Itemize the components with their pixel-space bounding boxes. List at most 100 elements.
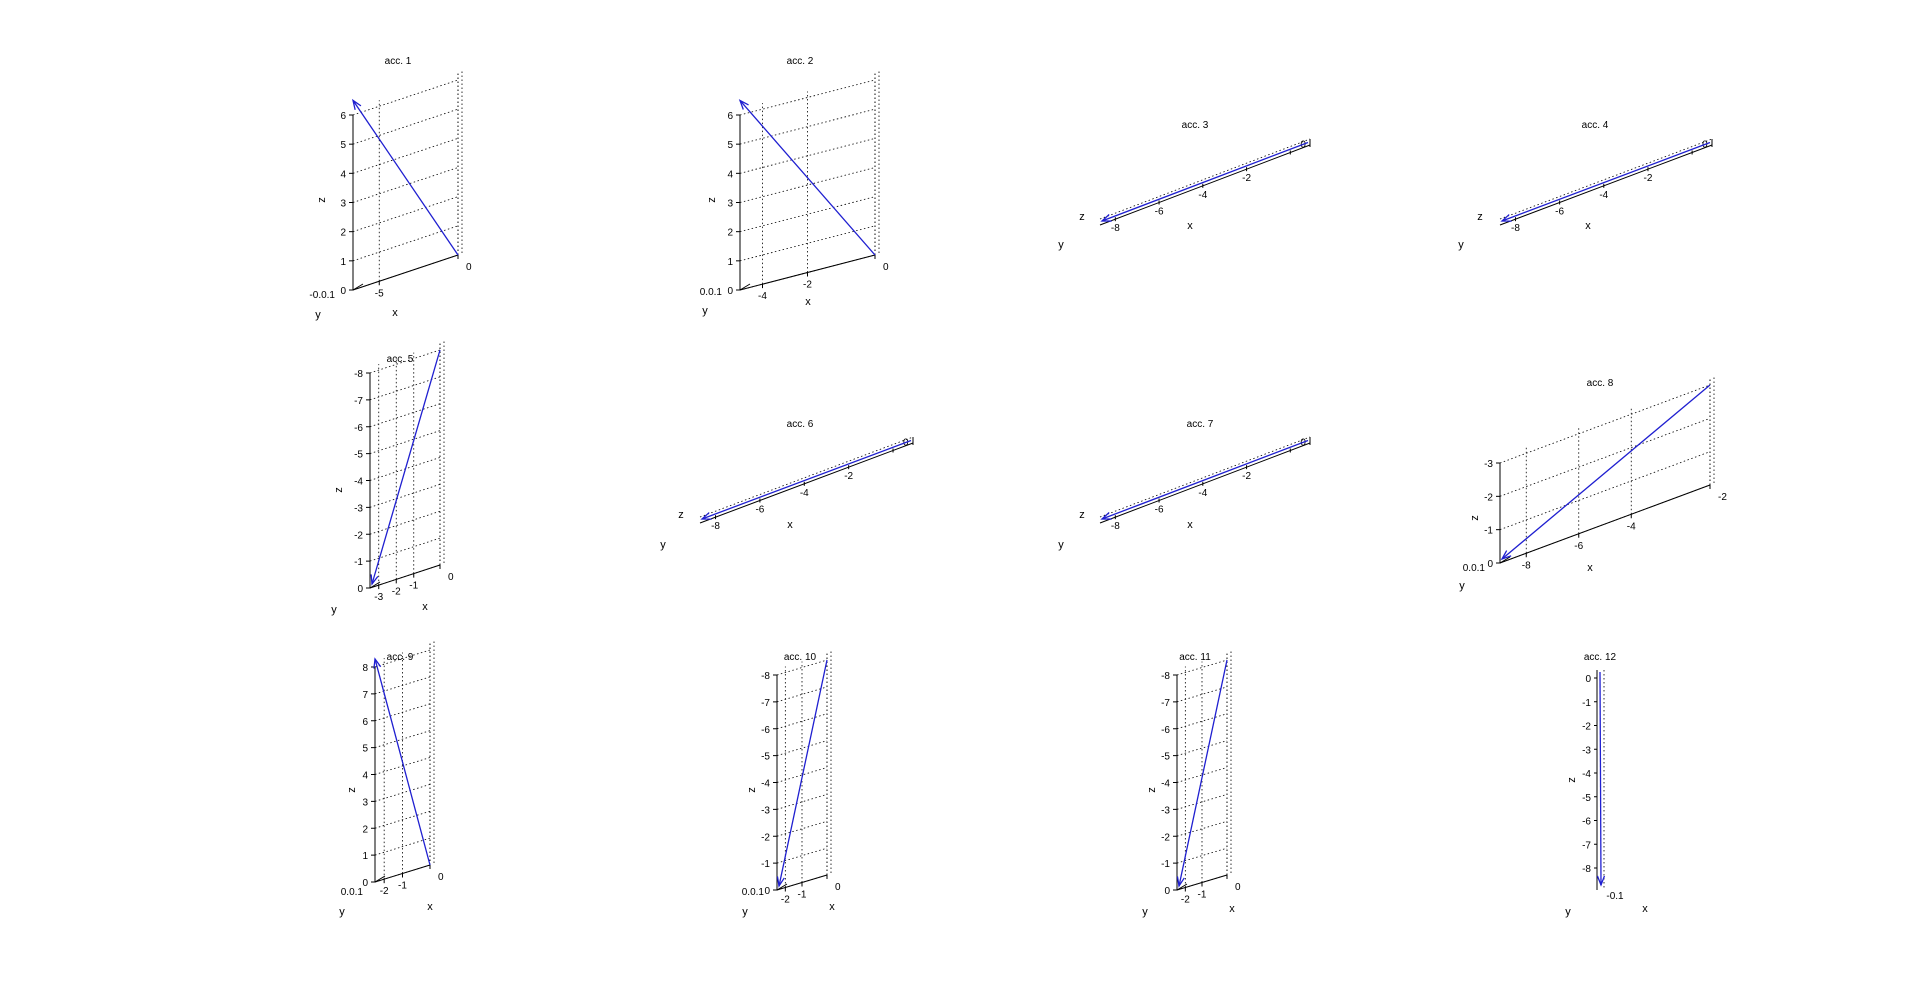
vector-arrowhead	[351, 98, 362, 110]
acceleration-vector	[778, 659, 828, 887]
z-tick-label: 0	[1164, 886, 1170, 897]
y-tick-cluster: 0.0.1	[1463, 563, 1486, 574]
vector-arrowhead	[776, 876, 785, 888]
z-tick-label: -2	[1484, 492, 1493, 503]
x-tick-label: -4	[758, 291, 767, 302]
z-tick-label: 3	[362, 797, 368, 808]
x-tick-label: 0	[835, 882, 841, 893]
z-axis-label: z	[333, 487, 345, 493]
x-axis-line	[1099, 144, 1311, 226]
x-axis-label: x	[1585, 220, 1591, 232]
y-axis-label: y	[1459, 580, 1465, 592]
grid-line	[739, 167, 876, 203]
z-tick-label: -1	[1582, 698, 1591, 709]
subplot-title: acc. 5	[387, 354, 414, 365]
x-axis-label: x	[829, 901, 835, 913]
acceleration-vector	[1599, 671, 1602, 886]
x-axis-label: x	[805, 296, 811, 308]
y-axis-label: y	[331, 604, 337, 616]
x-tick-label: -0.1	[1606, 891, 1624, 902]
z-tick-label: 2	[727, 228, 733, 239]
x-tick-label: -1	[1198, 890, 1207, 901]
acceleration-vector	[701, 439, 912, 520]
grid-line	[369, 376, 441, 401]
x-tick-label: -6	[1155, 505, 1164, 516]
z-tick-label: 1	[727, 257, 733, 268]
x-tick-label: -2	[844, 471, 853, 482]
subplot-title: acc. 1	[385, 56, 412, 67]
grid-line	[699, 436, 914, 518]
x-tick-label: -6	[1574, 541, 1583, 552]
y-axis-line	[374, 875, 386, 883]
grid-line	[352, 108, 459, 145]
grid-line	[1499, 417, 1711, 497]
grid-line	[1176, 659, 1228, 676]
z-tick-label: -4	[1161, 779, 1170, 790]
z-tick-label: 3	[340, 199, 346, 210]
grid-line	[776, 820, 828, 837]
z-tick-label: -2	[761, 832, 770, 843]
vector-arrowhead	[1100, 214, 1112, 222]
z-tick-label: 0	[357, 584, 363, 595]
x-tick-label: 0	[466, 262, 472, 273]
y-tick-cluster: 0.0.1	[700, 287, 723, 298]
subplot-title: acc. 12	[1584, 652, 1617, 663]
subplot-title: acc. 6	[787, 419, 814, 430]
grid-line	[369, 430, 441, 455]
grid-line	[352, 254, 459, 291]
x-tick-label: -1	[798, 890, 807, 901]
subplot-9: acc. 9 0 1 2 3 4 5 6 7 8 -2 -1 0 x y z 0.0.1	[339, 640, 444, 918]
z-tick-label: -3	[1484, 459, 1493, 470]
x-tick-label: -4	[1198, 488, 1207, 499]
vector-arrowhead	[1500, 550, 1512, 561]
vector-arrowhead	[1176, 876, 1185, 888]
x-tick-label: -2	[1718, 492, 1727, 503]
z-tick-label: 0	[764, 886, 770, 897]
y-axis-label: y	[339, 906, 345, 918]
z-tick-label: -1	[1161, 859, 1170, 870]
grid-line	[1499, 484, 1711, 564]
grid-line	[1499, 138, 1713, 220]
grid-line	[374, 837, 431, 856]
grid-line	[1176, 767, 1228, 783]
x-tick-label: -6	[755, 505, 764, 516]
grid-line	[1176, 740, 1228, 757]
y-axis-label: y	[742, 906, 748, 918]
z-axis-label: z	[706, 197, 718, 203]
acceleration-vector	[352, 100, 459, 256]
z-tick-label: 6	[340, 111, 346, 122]
grid-line	[739, 196, 876, 233]
subplot-3: acc. 3 -8 -6 -4 -2 0 x y z	[1058, 120, 1311, 251]
grid-line	[776, 767, 828, 783]
y-axis-label: y	[660, 539, 666, 551]
z-tick-label: -5	[1161, 752, 1170, 763]
x-tick-label: 0	[448, 572, 454, 583]
grid-line	[369, 564, 441, 589]
vector-arrowhead	[1500, 214, 1512, 222]
subplot-1: acc. 1 0 1 2 3 4 5 6 -5 0 x y z -0.0.1	[309, 56, 472, 321]
x-tick-label: -8	[711, 521, 720, 532]
vector-arrowhead	[738, 99, 749, 110]
subplot-title: acc. 7	[1187, 419, 1214, 430]
grid-line	[374, 757, 431, 775]
subplot-title: acc. 9	[387, 652, 414, 663]
y-axis-line	[1176, 883, 1188, 891]
y-axis-line	[369, 581, 381, 589]
z-tick-label: 4	[727, 169, 733, 180]
z-axis-label: z	[1566, 777, 1578, 783]
subplot-7: acc. 7 -8 -6 -4 -2 0 x y z	[1058, 419, 1311, 551]
subplot-title: acc. 3	[1182, 120, 1209, 131]
x-axis-label: x	[1187, 519, 1193, 531]
z-tick-label: -8	[1582, 864, 1591, 875]
z-tick-label: -7	[761, 698, 770, 709]
z-tick-label: 6	[362, 717, 368, 728]
z-tick-label: -3	[1582, 745, 1591, 756]
z-tick-label: -6	[1582, 817, 1591, 828]
grid-line	[1499, 384, 1711, 464]
x-tick-label: 0	[438, 872, 444, 883]
z-tick-label: -2	[1582, 722, 1591, 733]
z-tick-label: -1	[354, 557, 363, 568]
x-axis-label: x	[422, 601, 428, 613]
grid-line	[1499, 451, 1711, 531]
z-tick-label: 5	[362, 744, 368, 755]
